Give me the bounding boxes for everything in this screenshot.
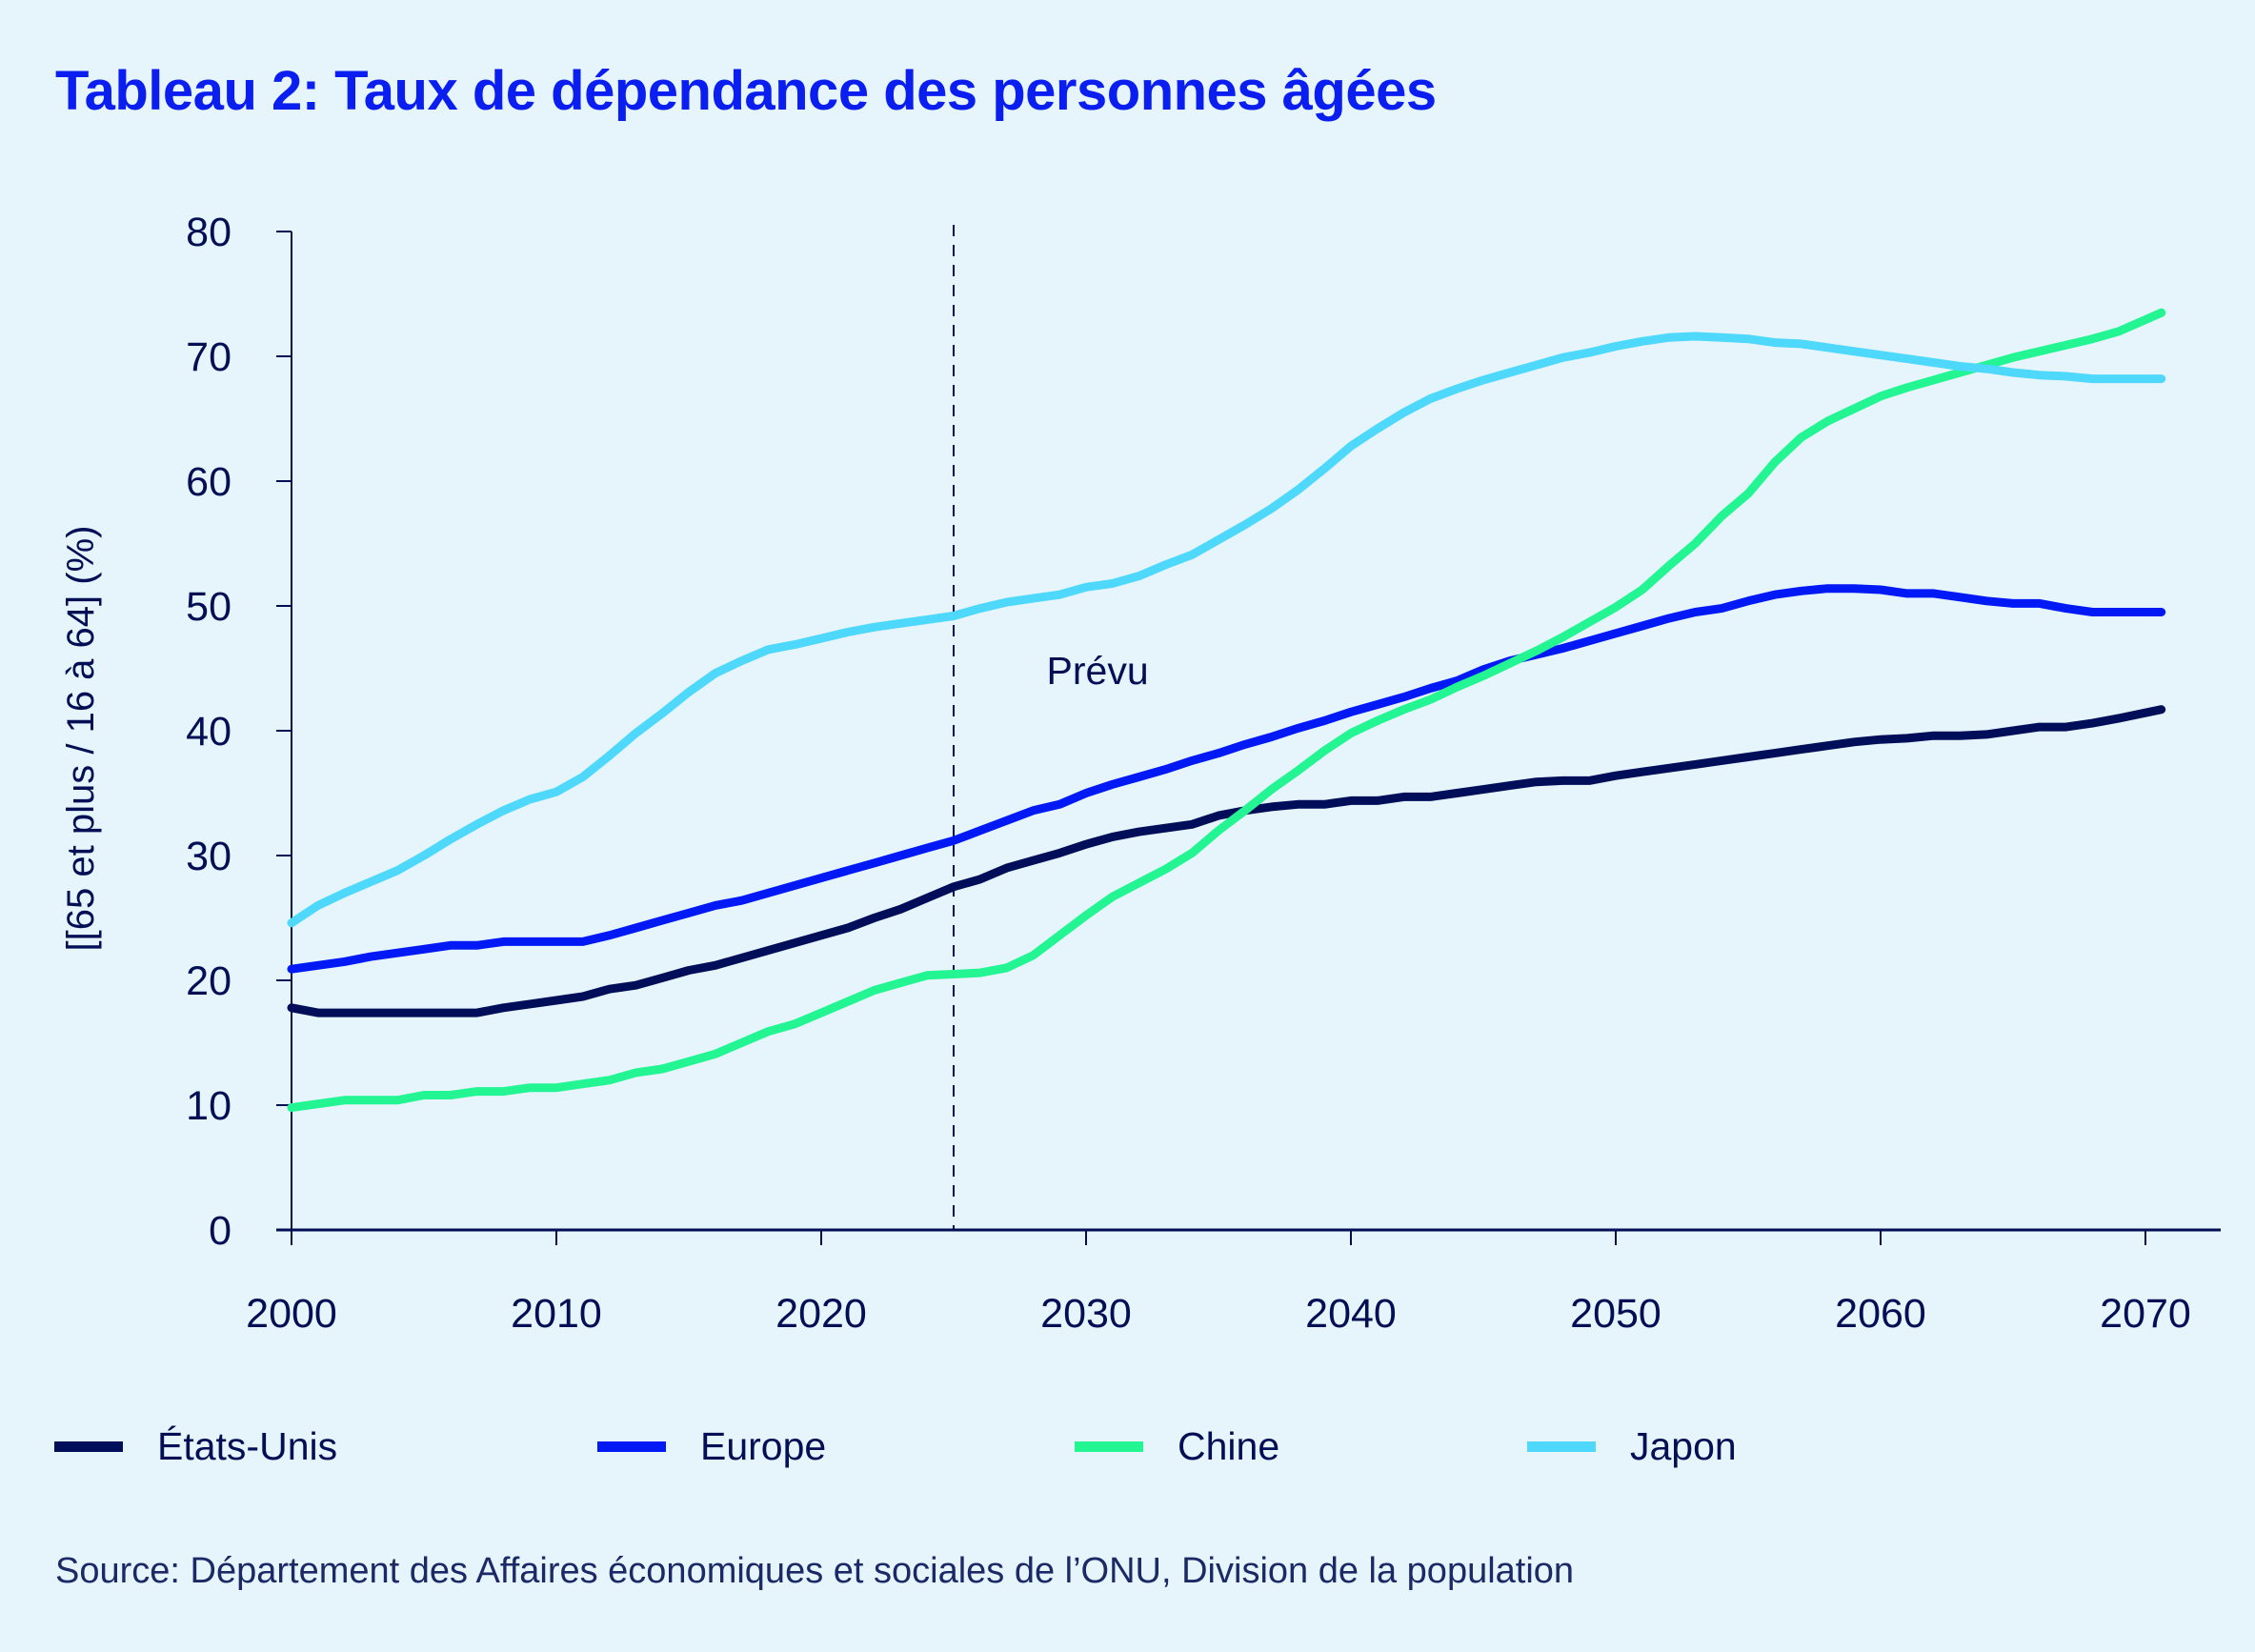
legend-label: Japon — [1630, 1423, 1737, 1468]
x-tick-label: 2040 — [1305, 1291, 1397, 1337]
source-note: Source: Département des Affaires économi… — [55, 1551, 1575, 1591]
y-axis-label: [[65 et plus / 16 à 64] (%) — [60, 526, 102, 952]
legend: États-Unis Europe Chine Japon — [0, 1418, 2255, 1475]
legend-item-japon: Japon — [1527, 1418, 1737, 1475]
legend-swatch-etats-unis — [54, 1440, 123, 1452]
legend-label: Europe — [700, 1423, 827, 1468]
series-line-chine — [287, 308, 2166, 1113]
y-tick-label: 0 — [209, 1208, 232, 1254]
legend-item-etats-unis: États-Unis — [54, 1418, 337, 1475]
series-line-europe — [287, 584, 2166, 974]
x-tick-label: 2070 — [2100, 1291, 2191, 1337]
y-tick-label: 60 — [186, 459, 232, 505]
x-tick-label: 2000 — [246, 1291, 337, 1337]
legend-label: Chine — [1178, 1423, 1280, 1468]
y-tick-label: 80 — [186, 210, 232, 255]
forecast-annotation: Prévu — [1047, 649, 1149, 693]
legend-swatch-europe — [597, 1440, 666, 1452]
legend-item-europe: Europe — [597, 1418, 826, 1475]
x-tick-label: 2050 — [1570, 1291, 1661, 1337]
series-layer — [287, 308, 2166, 1113]
legend-label: États-Unis — [157, 1423, 338, 1468]
x-tick-label: 2010 — [511, 1291, 602, 1337]
chart-title: Tableau 2: Taux de dépendance des person… — [55, 60, 1437, 122]
y-tick-label: 30 — [186, 834, 232, 879]
series-line-etats-unis — [287, 705, 2166, 1017]
y-tick-label: 40 — [186, 709, 232, 755]
y-tick-label: 10 — [186, 1083, 232, 1129]
y-tick-label: 70 — [186, 334, 232, 380]
y-tick-label: 20 — [186, 958, 232, 1004]
legend-swatch-chine — [1075, 1440, 1143, 1452]
legend-item-chine: Chine — [1075, 1418, 1279, 1475]
x-tick-label: 2030 — [1040, 1291, 1132, 1337]
series-line-japon — [287, 332, 2166, 928]
legend-swatch-japon — [1527, 1440, 1596, 1452]
x-tick-label: 2060 — [1835, 1291, 1926, 1337]
y-tick-label: 50 — [186, 584, 232, 630]
x-tick-label: 2020 — [775, 1291, 867, 1337]
